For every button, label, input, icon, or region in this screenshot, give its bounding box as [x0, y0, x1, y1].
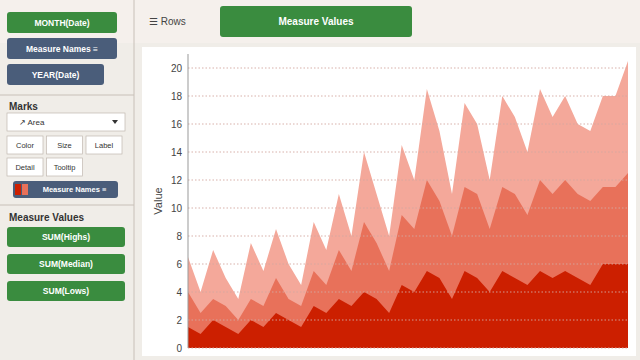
section-label: Marks	[9, 101, 38, 112]
y-tick-label: 20	[171, 63, 183, 74]
grid-line	[188, 264, 628, 265]
grid-line	[188, 96, 628, 97]
pill	[7, 254, 125, 274]
y-tick-label: 12	[171, 175, 183, 186]
marks-button-label: Color	[16, 141, 34, 150]
marks-button	[86, 136, 122, 154]
area	[188, 61, 628, 348]
grid-line	[188, 348, 628, 349]
toolbar-background	[0, 0, 640, 43]
area	[188, 264, 628, 348]
y-tick-label: 2	[176, 315, 182, 326]
section-label: Measure Values	[9, 212, 84, 223]
marks-button-label: Detail	[15, 163, 35, 172]
grid-line	[188, 180, 628, 181]
pill-icon	[22, 184, 28, 195]
y-tick-label: 6	[176, 259, 182, 270]
y-tick-label: 0	[176, 343, 182, 354]
marks-button	[47, 158, 83, 176]
grid-line	[188, 208, 628, 209]
pill-label: MONTH(Date)	[34, 18, 89, 28]
chart-root: MONTH(Date) Measure Names ≡ YEAR(Date) Mark…	[0, 0, 640, 360]
y-tick-label: 16	[171, 119, 183, 130]
y-tick-label: 18	[171, 91, 183, 102]
y-axis-label: Value	[152, 187, 164, 214]
plot-background	[142, 47, 636, 356]
sidebar-separator	[0, 205, 134, 206]
pill	[7, 38, 117, 59]
y-axis-line	[188, 54, 189, 348]
pill	[13, 181, 118, 198]
grid-line	[188, 124, 628, 125]
dropdown	[7, 113, 125, 131]
y-tick-label: 14	[171, 147, 183, 158]
grid-line	[188, 236, 628, 237]
toolbar-label: ☰ Rows	[149, 16, 186, 27]
pill-label: Measure Names ≡	[43, 185, 107, 194]
marks-button-label: Tooltip	[54, 163, 76, 172]
separator	[134, 0, 135, 360]
sidebar-separator	[0, 95, 134, 96]
marks-button	[7, 158, 43, 176]
background	[0, 0, 640, 360]
marks-button-label: Size	[57, 141, 72, 150]
marks-button	[7, 136, 43, 154]
grid-line	[188, 292, 628, 293]
pill	[7, 227, 125, 247]
pill-label: SUM(Highs)	[42, 232, 90, 242]
dropdown-arrow	[112, 120, 118, 124]
area	[188, 173, 628, 348]
y-tick-label: 8	[176, 231, 182, 242]
pill-icon	[15, 184, 21, 195]
marks-button	[47, 136, 83, 154]
pill	[220, 6, 412, 37]
pill-label: SUM(Median)	[39, 259, 93, 269]
y-tick-label: 4	[176, 287, 182, 298]
pill-label: Measure Names ≡	[26, 44, 98, 54]
dropdown-label: ↗ Area	[19, 118, 45, 127]
y-tick-label: 10	[171, 203, 183, 214]
areas	[188, 61, 628, 348]
pill	[7, 64, 104, 85]
pill	[7, 12, 117, 33]
grid-line	[188, 152, 628, 153]
marks-button-label: Label	[95, 141, 114, 150]
pill-label: SUM(Lows)	[43, 286, 89, 296]
grid-line	[188, 320, 628, 321]
pill-label: YEAR(Date)	[32, 70, 80, 80]
grid-line	[188, 68, 628, 69]
pill	[7, 281, 125, 301]
pill-label: Measure Values	[278, 16, 353, 27]
